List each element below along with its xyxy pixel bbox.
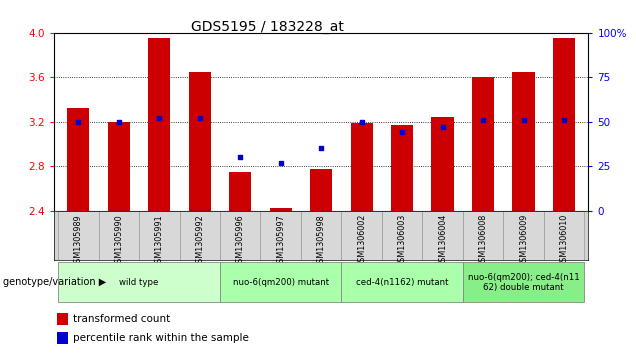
Bar — [67, 108, 90, 211]
Text: nuo-6(qm200); ced-4(n11
62) double mutant: nuo-6(qm200); ced-4(n11 62) double mutan… — [467, 273, 579, 292]
Bar — [220, 211, 261, 260]
Text: GSM1306002: GSM1306002 — [357, 214, 366, 267]
Bar — [553, 38, 575, 211]
Text: GSM1306003: GSM1306003 — [398, 214, 406, 267]
Bar — [58, 262, 220, 302]
Bar — [472, 77, 494, 211]
Point — [559, 117, 569, 123]
Bar — [463, 262, 584, 302]
Bar — [57, 332, 69, 344]
Point — [235, 154, 245, 160]
Bar — [350, 123, 373, 211]
Bar — [99, 211, 139, 260]
Bar — [189, 72, 211, 211]
Text: GSM1305998: GSM1305998 — [317, 214, 326, 268]
Point — [478, 117, 488, 123]
Text: GSM1305997: GSM1305997 — [276, 214, 285, 268]
Bar — [57, 313, 69, 325]
Text: GSM1305989: GSM1305989 — [74, 214, 83, 268]
Bar — [270, 208, 292, 211]
Text: ced-4(n1162) mutant: ced-4(n1162) mutant — [356, 278, 448, 287]
Text: GSM1306009: GSM1306009 — [519, 214, 528, 267]
Bar — [342, 211, 382, 260]
Text: genotype/variation ▶: genotype/variation ▶ — [3, 277, 106, 287]
Point — [154, 115, 164, 121]
Bar — [229, 172, 251, 211]
Bar — [58, 211, 99, 260]
Bar — [139, 211, 179, 260]
Bar — [220, 262, 342, 302]
Bar — [261, 211, 301, 260]
Bar — [382, 211, 422, 260]
Bar — [431, 117, 453, 211]
Bar — [310, 170, 333, 211]
Bar — [391, 125, 413, 211]
Text: GSM1306010: GSM1306010 — [560, 214, 569, 267]
Text: percentile rank within the sample: percentile rank within the sample — [73, 333, 249, 343]
Bar — [503, 211, 544, 260]
Text: transformed count: transformed count — [73, 314, 170, 324]
Text: GSM1305991: GSM1305991 — [155, 214, 164, 268]
Point — [357, 119, 367, 125]
Bar — [544, 211, 584, 260]
Point — [114, 119, 124, 125]
Point — [316, 145, 326, 151]
Point — [73, 119, 83, 125]
Bar — [107, 122, 130, 211]
Bar — [179, 211, 220, 260]
Text: GSM1305996: GSM1305996 — [236, 214, 245, 268]
Text: wild type: wild type — [120, 278, 159, 287]
Text: GDS5195 / 183228_at: GDS5195 / 183228_at — [191, 20, 343, 34]
Text: nuo-6(qm200) mutant: nuo-6(qm200) mutant — [233, 278, 329, 287]
Bar — [463, 211, 503, 260]
Text: GSM1306008: GSM1306008 — [478, 214, 488, 267]
Point — [195, 115, 205, 121]
Text: GSM1305992: GSM1305992 — [195, 214, 204, 268]
Point — [397, 129, 407, 135]
Bar — [148, 38, 170, 211]
Bar — [342, 262, 463, 302]
Point — [275, 160, 286, 166]
Bar — [422, 211, 463, 260]
Point — [438, 124, 448, 130]
Point — [518, 117, 529, 123]
Bar — [513, 72, 535, 211]
Text: GSM1306004: GSM1306004 — [438, 214, 447, 267]
Text: GSM1305990: GSM1305990 — [114, 214, 123, 268]
Bar — [301, 211, 342, 260]
